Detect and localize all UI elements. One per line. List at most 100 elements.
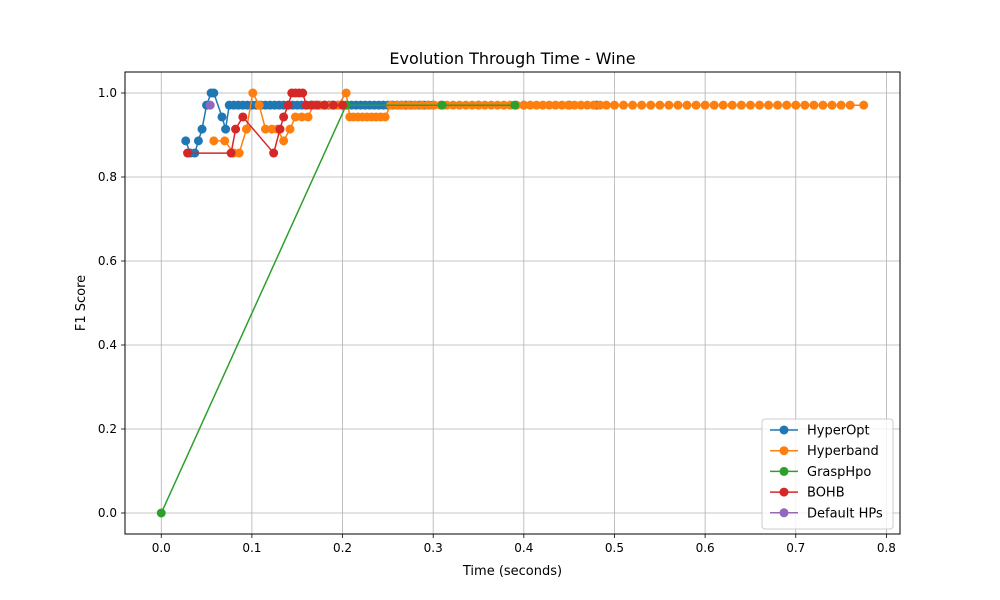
data-point-grasphpo	[437, 100, 447, 110]
data-point-hyperopt	[197, 124, 207, 134]
chart-title: Evolution Through Time - Wine	[389, 49, 635, 68]
data-point-hyperband	[341, 88, 351, 98]
data-point-hyperband	[220, 136, 230, 146]
series-bohb	[183, 88, 348, 158]
legend-marker	[779, 466, 789, 476]
y-tick-label: 0.2	[98, 422, 117, 436]
x-tick-label: 0.4	[514, 541, 533, 555]
ticks: 0.0 0.1 0.2 0.3 0.4 0.5 0.6 0.7 0.8 0.0 0.2 0.4 0.6 0…	[98, 86, 896, 555]
data-point-hyperband	[303, 112, 313, 122]
data-point-hyperband	[673, 100, 683, 110]
data-point-bohb	[312, 100, 322, 110]
data-point-hyperband	[845, 100, 855, 110]
data-point-hyperband	[664, 100, 674, 110]
x-axis-label: Time (seconds)	[462, 564, 562, 579]
x-tick-label: 0.3	[424, 541, 443, 555]
data-point-hyperopt	[181, 136, 191, 146]
data-point-bohb	[338, 100, 348, 110]
data-point-hyperband	[557, 100, 567, 110]
data-point-hyperband	[691, 100, 701, 110]
y-axis-label: F1 Score	[74, 275, 89, 331]
data-point-hyperband	[570, 100, 580, 110]
legend-label: Default HPs	[807, 506, 883, 521]
data-point-grasphpo	[156, 508, 166, 518]
data-point-hyperband	[637, 100, 647, 110]
data-point-hyperopt	[217, 112, 227, 122]
x-tick-label: 0.1	[242, 541, 261, 555]
legend-entry: BOHB	[770, 486, 845, 501]
legend-frame	[761, 418, 894, 530]
data-point-hyperband	[791, 100, 801, 110]
x-tick-label: 0.2	[333, 541, 352, 555]
legend-marker	[779, 446, 789, 456]
data-point-hyperband	[563, 100, 573, 110]
data-point-hyperband	[859, 100, 869, 110]
data-point-bohb	[328, 100, 338, 110]
data-point-hyperband	[745, 100, 755, 110]
series-line-grasphpo	[160, 104, 515, 514]
data-point-hyperband	[589, 100, 599, 110]
legend-entry: HyperOpt	[770, 424, 870, 439]
data-point-bohb	[231, 124, 241, 134]
plot-frame	[124, 71, 901, 535]
x-tick-label: 0.8	[877, 541, 896, 555]
data-point-hyperband	[755, 100, 765, 110]
data-point-bohb	[298, 88, 308, 98]
data-point-hyperband	[646, 100, 656, 110]
data-point-hyperband	[800, 100, 810, 110]
data-point-hyperband	[709, 100, 719, 110]
data-point-hyperband	[827, 100, 837, 110]
data-point-hyperband	[551, 100, 561, 110]
legend-marker	[779, 487, 789, 497]
data-point-grasphpo	[510, 100, 520, 110]
data-point-hyperband	[209, 136, 219, 146]
data-point-hyperband	[619, 100, 629, 110]
legend: HyperOpt Hyperband GraspHpo BOHB Default HPs	[761, 418, 894, 530]
data-point-hyperband	[248, 88, 258, 98]
data-point-hyperband	[279, 136, 289, 146]
data-point-hyperband	[764, 100, 774, 110]
data-point-hyperband	[609, 100, 619, 110]
data-point-bohb	[279, 112, 289, 122]
data-point-hyperopt	[221, 124, 231, 134]
data-point-hyperband	[836, 100, 846, 110]
data-point-hyperband	[519, 100, 529, 110]
y-tick-label: 0.6	[98, 254, 117, 268]
data-point-bohb	[183, 148, 193, 158]
data-point-hyperband	[380, 112, 390, 122]
legend-marker	[779, 425, 789, 435]
data-point-hyperband	[773, 100, 783, 110]
x-tick-label: 0.6	[696, 541, 715, 555]
data-point-hyperband	[297, 112, 307, 122]
data-point-hyperband	[260, 124, 270, 134]
data-point-hyperband	[234, 148, 244, 158]
data-point-hyperband	[736, 100, 746, 110]
y-tick-label: 0.4	[98, 338, 117, 352]
data-point-bohb	[319, 100, 329, 110]
y-tick-label: 1.0	[98, 86, 117, 100]
data-point-hyperband	[595, 100, 605, 110]
legend-label: GraspHpo	[807, 465, 871, 480]
data-point-hyperband	[818, 100, 828, 110]
data-point-hyperband	[532, 100, 542, 110]
y-tick-label: 0.0	[98, 506, 117, 520]
series-grasphpo	[156, 100, 520, 518]
data-point-hyperopt	[193, 136, 203, 146]
data-point-hyperband	[782, 100, 792, 110]
data-point-hyperband	[544, 100, 554, 110]
legend-label: BOHB	[807, 486, 845, 501]
data-point-hyperopt	[209, 88, 219, 98]
legend-entry: GraspHpo	[770, 465, 871, 480]
data-point-hyperband	[254, 100, 264, 110]
data-point-hyperband	[628, 100, 638, 110]
x-tick-label: 0.5	[605, 541, 624, 555]
data-point-hyperband	[809, 100, 819, 110]
data-point-hyperband	[601, 100, 611, 110]
legend-label: Hyperband	[807, 444, 879, 459]
data-point-bohb	[269, 148, 279, 158]
data-point-hyperband	[285, 124, 295, 134]
legend-entry: Hyperband	[770, 444, 879, 459]
series-group	[156, 88, 869, 518]
data-point-hyperband	[582, 100, 592, 110]
